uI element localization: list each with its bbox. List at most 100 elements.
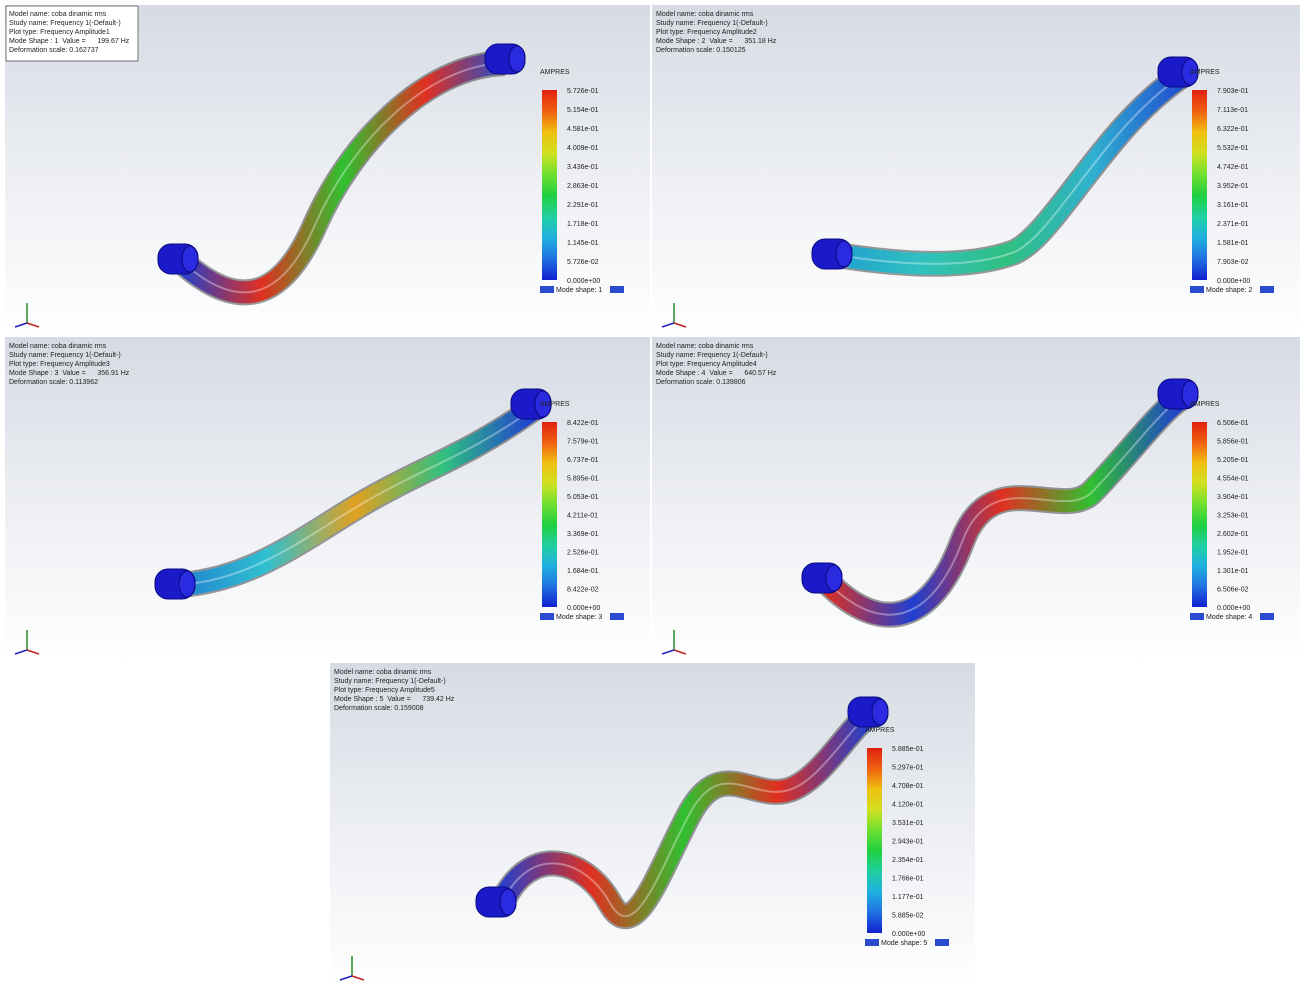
legend-label: 5.205e-01	[1217, 457, 1249, 464]
prev-mode-button[interactable]	[540, 286, 554, 293]
color-bar	[542, 422, 557, 607]
legend-label: 3.531e-01	[892, 820, 924, 827]
bushing-face	[1181, 380, 1199, 408]
info-line: Mode Shape : 1 Value = 199.67 Hz	[9, 38, 130, 45]
info-box	[5, 5, 139, 62]
info-line: Study name: Frequency 1(-Default-)	[9, 20, 121, 27]
prev-mode-button[interactable]	[1190, 286, 1204, 293]
legend-label: 0.000e+00	[892, 931, 925, 938]
legend-label: 5.726e-02	[567, 259, 599, 266]
legend-label: 3.904e-01	[1217, 494, 1249, 501]
bushing-face	[825, 564, 843, 592]
legend-title: AMPRES	[540, 69, 570, 76]
legend-label: 6.506e-01	[1217, 420, 1249, 427]
triad-x	[673, 649, 687, 655]
legend-label: 8.422e-02	[567, 587, 599, 594]
mode-shape-label: Mode shape: 4	[1206, 614, 1252, 621]
info-line: Deformation scale: 0.113962	[9, 379, 98, 386]
info-line: Deformation scale: 0.159008	[334, 705, 424, 712]
legend-label: 4.211e-01	[567, 513, 598, 520]
legend-label: 1.952e-01	[1217, 550, 1249, 557]
next-mode-button[interactable]	[935, 939, 949, 946]
legend-label: 2.526e-01	[567, 550, 599, 557]
prev-mode-button[interactable]	[1190, 613, 1204, 620]
legend-label: 0.000e+00	[567, 605, 600, 612]
legend-label: 2.291e-01	[567, 202, 599, 209]
viewport: Model name: coba dinamic rms Study name: …	[334, 669, 949, 981]
legend-label: 6.322e-01	[1217, 126, 1249, 133]
next-mode-button[interactable]	[1260, 286, 1274, 293]
legend-label: 1.301e-01	[1217, 568, 1249, 575]
info-line: Mode Shape : 4 Value = 640.57 Hz	[656, 370, 777, 377]
triad-z	[14, 322, 28, 328]
info-line: Study name: Frequency 1(-Default-)	[334, 678, 446, 685]
info-line: Model name: coba dinamic rms	[9, 343, 107, 350]
spring	[819, 389, 1187, 626]
triad-z	[339, 975, 353, 981]
next-mode-button[interactable]	[1260, 613, 1274, 620]
legend-label: 5.297e-01	[892, 765, 924, 772]
viewport: Model name: coba dinamic rms Study name: …	[656, 11, 1274, 328]
info-line: Plot type: Frequency Amplitude2	[656, 29, 757, 36]
color-bar	[1192, 90, 1207, 280]
bushing-face	[181, 245, 199, 273]
legend-label: 3.253e-01	[1217, 513, 1249, 520]
legend-label: 2.371e-01	[1217, 221, 1249, 228]
info-line: Deformation scale: 0.139806	[656, 379, 746, 386]
info-line: Study name: Frequency 1(-Default-)	[656, 352, 768, 359]
legend-label: 5.053e-01	[567, 494, 599, 501]
legend-label: 1.766e-01	[892, 876, 924, 883]
legend-label: 3.436e-01	[567, 164, 599, 171]
triad-z	[14, 649, 28, 655]
result-panel: Model name: coba dinamic rms Study name: …	[5, 5, 650, 335]
prev-mode-button[interactable]	[865, 939, 879, 946]
triad-x	[351, 975, 365, 981]
info-line: Study name: Frequency 1(-Default-)	[9, 352, 121, 359]
bushing-face	[534, 390, 552, 418]
legend-label: 5.895e-01	[567, 476, 599, 483]
legend-label: 7.113e-01	[1217, 107, 1248, 114]
legend-label: 2.354e-01	[892, 857, 924, 864]
spring-highlight	[826, 398, 1181, 616]
next-mode-button[interactable]	[610, 613, 624, 620]
next-mode-button[interactable]	[610, 286, 624, 293]
bushing-face	[835, 240, 853, 268]
result-panel: Model name: coba dinamic rms Study name: …	[5, 337, 650, 662]
viewport: Model name: coba dinamic rms Study name: …	[5, 5, 624, 328]
legend-label: 5.885e-02	[892, 913, 924, 920]
info-line: Deformation scale: 0.162737	[9, 47, 99, 54]
info-line: Study name: Frequency 1(-Default-)	[656, 20, 768, 27]
legend-title: AMPRES	[1190, 401, 1220, 408]
info-line: Model name: coba dinamic rms	[656, 11, 754, 18]
triad-x	[26, 649, 40, 655]
legend-label: 4.009e-01	[567, 145, 599, 152]
spring	[178, 400, 540, 596]
bushing-face	[499, 888, 517, 916]
result-panel: Model name: coba dinamic rms Study name: …	[652, 337, 1300, 662]
info-line: Model name: coba dinamic rms	[334, 669, 432, 676]
legend-label: 1.177e-01	[892, 894, 924, 901]
legend-label: 8.422e-01	[567, 420, 599, 427]
legend-label: 5.885e-01	[892, 746, 924, 753]
info-line: Deformation scale: 0.150125	[656, 47, 746, 54]
legend-label: 2.602e-01	[1217, 531, 1249, 538]
legend-label: 1.684e-01	[567, 568, 599, 575]
legend-label: 4.581e-01	[567, 126, 599, 133]
spring-highlight	[501, 714, 871, 918]
legend-title: AMPRES	[865, 727, 895, 734]
legend-label: 0.000e+00	[1217, 278, 1250, 285]
legend-label: 3.369e-01	[567, 531, 599, 538]
legend-label: 1.581e-01	[1217, 240, 1249, 247]
bushing-face	[178, 570, 196, 598]
info-line: Mode Shape : 3 Value = 356.91 Hz	[9, 370, 130, 377]
bushing-face	[1181, 58, 1199, 86]
legend-label: 4.120e-01	[892, 802, 924, 809]
legend-label: 2.863e-01	[567, 183, 599, 190]
legend-label: 6.506e-02	[1217, 587, 1249, 594]
spring	[835, 67, 1187, 275]
prev-mode-button[interactable]	[540, 613, 554, 620]
legend-label: 6.737e-01	[567, 457, 599, 464]
info-line: Mode Shape : 2 Value = 351.18 Hz	[656, 38, 777, 45]
info-line: Plot type: Frequency Amplitude3	[9, 361, 110, 368]
spring-highlight	[179, 408, 534, 586]
